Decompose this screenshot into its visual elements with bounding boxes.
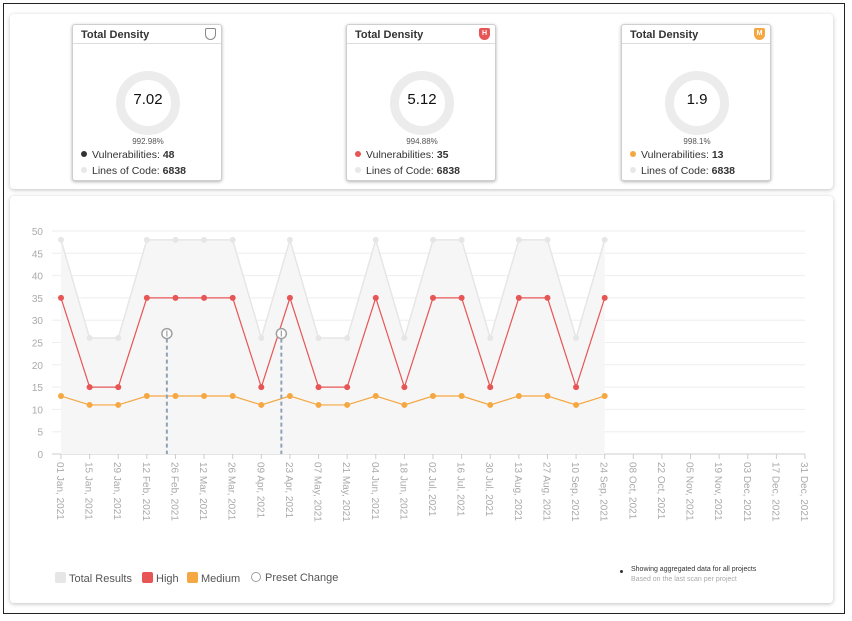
vuln-count: 35 — [436, 149, 449, 161]
legend-label: Total Results — [69, 573, 132, 585]
card-title-text: Total Density — [355, 29, 424, 41]
loc-label: Lines of Code: — [366, 165, 434, 177]
legend-label: High — [156, 573, 179, 585]
donut-ring — [390, 71, 454, 135]
note-text: Showing aggregated data for all projects — [631, 566, 757, 573]
loc-label: Lines of Code: — [92, 165, 160, 177]
legend-item: Medium — [187, 572, 240, 585]
note-subtext: Based on the last scan per project — [631, 576, 737, 583]
dot — [355, 151, 361, 157]
dot — [81, 151, 87, 157]
vuln-label: Vulnerabilities: — [366, 149, 434, 161]
loc-row: Lines of Code: 6838 — [355, 165, 460, 177]
donut-ring — [116, 71, 180, 135]
density-card: Total Density M 1.9 998.1% Vulnerabilities: … — [621, 24, 771, 181]
vulnerabilities-row: Vulnerabilities: 48 — [81, 149, 175, 161]
vuln-label: Vulnerabilities: — [92, 149, 160, 161]
card-title-text: Total Density — [81, 29, 150, 41]
severity-badge: M — [754, 28, 765, 40]
legend-swatch — [55, 572, 66, 583]
density-value: 5.12 — [407, 91, 437, 108]
density-percent: 992.98% — [132, 137, 164, 146]
density-value: 7.02 — [133, 91, 163, 108]
vuln-count: 48 — [162, 149, 175, 161]
legend-item: Total Results — [55, 572, 132, 585]
legend-swatch — [142, 572, 153, 583]
card-title: Total Density H — [347, 25, 495, 44]
loc-row: Lines of Code: 6838 — [630, 165, 735, 177]
loc-row: Lines of Code: 6838 — [81, 165, 186, 177]
card-title-text: Total Density — [630, 29, 699, 41]
legend-label: Preset Change — [265, 572, 339, 584]
card-title: Total Density M — [622, 25, 770, 44]
legend-swatch — [187, 572, 198, 583]
loc-count: 6838 — [711, 165, 735, 177]
dot — [81, 167, 87, 173]
dot — [630, 167, 636, 173]
chart-panel — [10, 196, 833, 603]
donut-ring — [665, 71, 729, 135]
vulnerabilities-row: Vulnerabilities: 13 — [630, 149, 724, 161]
density-percent: 998.1% — [683, 137, 711, 146]
note-bullet — [620, 570, 623, 573]
loc-count: 6838 — [436, 165, 460, 177]
vuln-count: 13 — [711, 149, 724, 161]
severity-badge: H — [479, 28, 490, 40]
vuln-label: Vulnerabilities: — [641, 149, 709, 161]
dot — [630, 151, 636, 157]
loc-label: Lines of Code: — [641, 165, 709, 177]
loc-count: 6838 — [162, 165, 186, 177]
card-title: Total Density — [73, 25, 221, 44]
legend-label: Medium — [201, 573, 241, 585]
legend-item: Preset Change — [251, 572, 338, 584]
density-card: Total Density 7.02 992.98% Vulnerabilities:… — [72, 24, 222, 181]
density-value: 1.9 — [686, 91, 708, 108]
shield-icon — [205, 28, 216, 40]
dot — [355, 167, 361, 173]
density-card: Total Density H 5.12 994.88% Vulnerabilities… — [346, 24, 496, 181]
vulnerabilities-row: Vulnerabilities: 35 — [355, 149, 449, 161]
legend-item: High — [142, 572, 179, 585]
legend-preset-icon — [251, 572, 261, 582]
density-percent: 994.88% — [406, 137, 438, 146]
